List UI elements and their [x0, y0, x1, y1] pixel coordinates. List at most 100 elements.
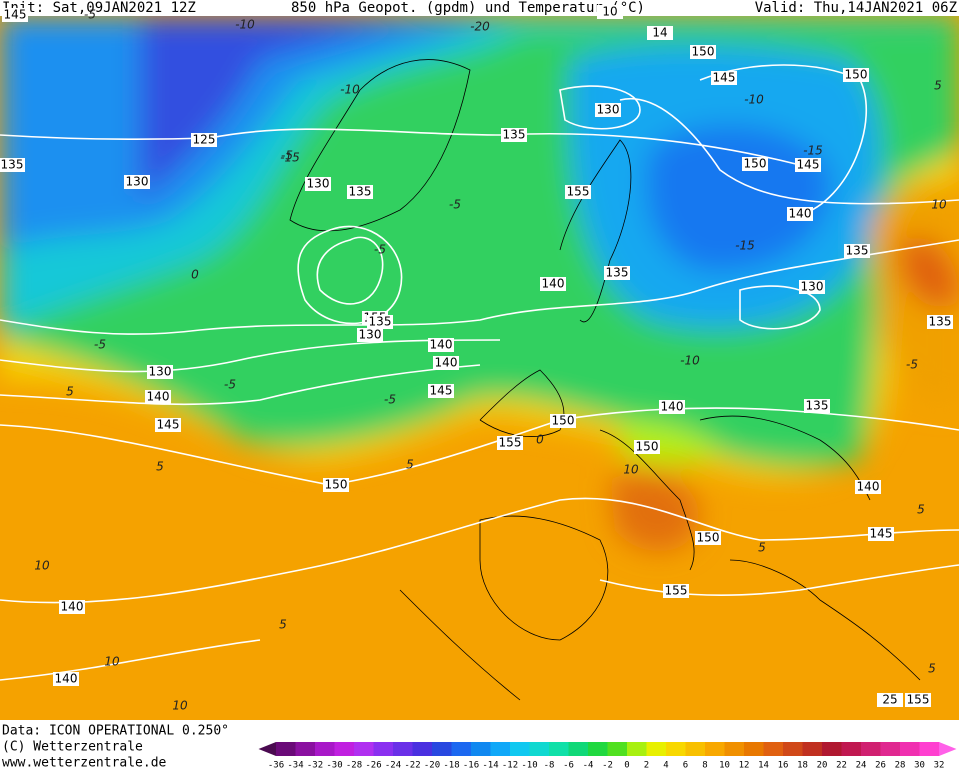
label-box — [787, 207, 813, 221]
height-label-text: 140 — [789, 207, 812, 221]
height-label-text: 145 — [430, 384, 453, 398]
colorbar-label: -16 — [463, 761, 479, 770]
colorbar-label: 6 — [683, 761, 688, 770]
label-box — [155, 418, 181, 432]
label-box — [565, 185, 591, 199]
height-label-text: 150 — [325, 478, 348, 492]
height-label-text: 155 — [499, 436, 522, 450]
label-box — [145, 390, 171, 404]
colorbar-swatch — [412, 742, 433, 756]
height-label: 155 — [497, 436, 523, 450]
height-label-text: 10 — [602, 5, 617, 19]
colorbar-label: 12 — [739, 761, 750, 770]
label-box — [597, 5, 623, 19]
colorbar-swatch — [646, 742, 667, 756]
colorbar-swatch — [705, 742, 725, 756]
label-box — [843, 68, 869, 82]
label-box — [550, 414, 576, 428]
temperature-label: 0 — [536, 433, 544, 447]
temperature-label: -20 — [470, 20, 490, 34]
colorbar-swatch — [919, 742, 940, 756]
label-box — [695, 531, 721, 545]
height-label-text: 130 — [597, 103, 620, 117]
height-label: 135 — [844, 244, 870, 258]
label-box — [634, 440, 660, 454]
label-box — [659, 400, 685, 414]
colorbar-swatch — [763, 742, 784, 756]
height-label-text: 155 — [665, 584, 688, 598]
height-label: 130 — [124, 175, 150, 189]
temperature-label: 10 — [104, 655, 120, 669]
height-label: 150 — [843, 68, 869, 82]
colorbar-swatch — [627, 742, 647, 756]
colorbar-swatch — [393, 742, 413, 756]
label-box — [799, 280, 825, 294]
height-label: 135 — [804, 399, 830, 413]
height-label: 125 — [191, 133, 217, 147]
height-label-text: 130 — [801, 280, 824, 294]
height-label-text: 135 — [846, 244, 869, 258]
temperature-label: 5 — [156, 460, 164, 474]
colorbar-label: 16 — [778, 761, 789, 770]
height-label: 140 — [53, 672, 79, 686]
temperature-label: -5 — [906, 358, 918, 372]
height-label: 10 — [597, 5, 623, 19]
colorbar-label: -24 — [385, 761, 401, 770]
temperature-label: 5 — [406, 458, 414, 472]
height-label: 140 — [145, 390, 171, 404]
height-label-text: 135 — [929, 315, 952, 329]
label-box — [804, 399, 830, 413]
label-box — [53, 672, 79, 686]
height-label-text: 145 — [4, 8, 27, 22]
label-box — [855, 480, 881, 494]
colorbar-label: 20 — [817, 761, 828, 770]
height-label-text: 140 — [542, 277, 565, 291]
colorbar-label: -12 — [502, 761, 518, 770]
temperature-label: -10 — [744, 93, 764, 107]
temperature-label: 10 — [931, 198, 947, 212]
temperature-label: -15 — [803, 144, 823, 158]
height-label-text: 135 — [349, 185, 372, 199]
height-label-text: 150 — [552, 414, 575, 428]
height-label: 145 — [2, 8, 28, 22]
height-label-text: 140 — [435, 356, 458, 370]
height-label: 150 — [690, 45, 716, 59]
label-box — [868, 527, 894, 541]
height-label: 25 — [877, 693, 903, 707]
height-label: 140 — [59, 600, 85, 614]
label-box — [927, 315, 953, 329]
colorbar-label: -4 — [583, 761, 594, 770]
label-box — [690, 45, 716, 59]
temperature-field — [0, 16, 959, 720]
height-label-text: 150 — [744, 157, 767, 171]
colorbar-swatch — [315, 742, 335, 756]
colorbar-label: -30 — [326, 761, 342, 770]
valid-time: Valid: Thu,14JAN2021 06Z — [755, 0, 957, 16]
colorbar-swatch — [666, 742, 686, 756]
colorbar-swatch — [510, 742, 530, 756]
colorbar-swatch — [822, 742, 842, 756]
height-label-text: 130 — [307, 177, 330, 191]
temperature-label: -10 — [680, 354, 700, 368]
colorbar-swatch — [334, 742, 355, 756]
height-label: 130 — [147, 365, 173, 379]
height-label-text: 150 — [636, 440, 659, 454]
colorbar-swatch — [568, 742, 589, 756]
colorbar-label: -32 — [307, 761, 323, 770]
height-label: 140 — [540, 277, 566, 291]
colorbar-label: 10 — [719, 761, 730, 770]
colorbar-swatch — [588, 742, 608, 756]
height-label: 145 — [795, 158, 821, 172]
height-label: 150 — [550, 414, 576, 428]
footer-line: www.wetterzentrale.de — [2, 756, 167, 770]
colorbar-swatch — [354, 742, 374, 756]
height-label-text: 140 — [55, 672, 78, 686]
colorbar-swatch — [861, 742, 881, 756]
label-box — [347, 185, 373, 199]
colorbar-label: 14 — [758, 761, 769, 770]
colorbar-label: 18 — [797, 761, 808, 770]
colorbar-label: 24 — [856, 761, 867, 770]
height-label: 140 — [433, 356, 459, 370]
colorbar-label: -18 — [443, 761, 459, 770]
height-label: 145 — [711, 71, 737, 85]
